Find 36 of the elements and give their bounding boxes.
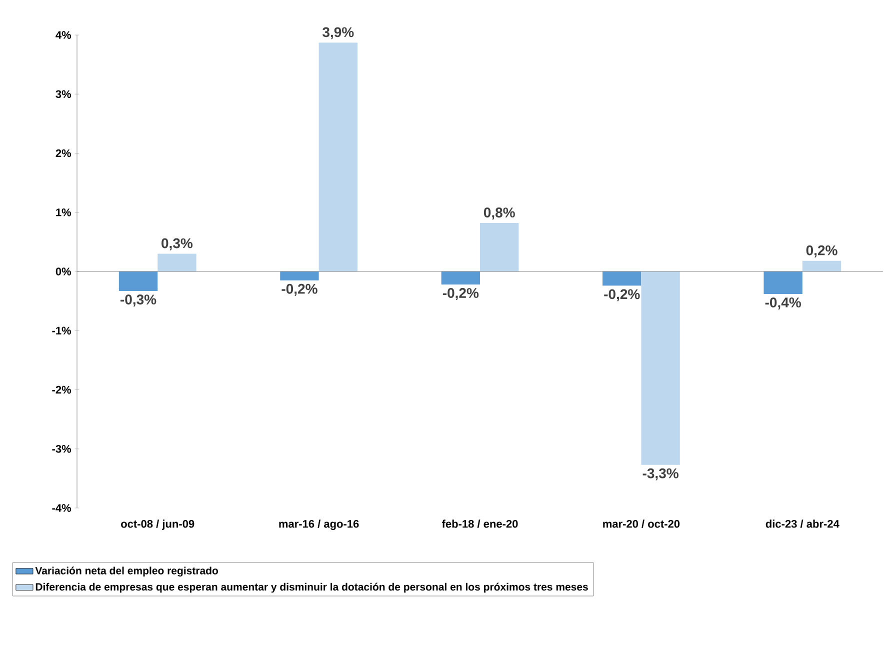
x-tick-label: mar-16 / ago-16 bbox=[279, 520, 359, 530]
y-tick-label: -3% bbox=[52, 444, 72, 453]
bar bbox=[764, 271, 802, 294]
data-label: -0,4% bbox=[765, 297, 801, 310]
legend-label: Diferencia de empresas que esperan aumentar y disminuir la dotación de personal en los próximos tres meses bbox=[36, 582, 588, 593]
y-tick-label: 4% bbox=[56, 31, 72, 39]
x-tick-label: feb-18 / ene-20 bbox=[442, 520, 518, 528]
data-label: 0,2% bbox=[806, 245, 838, 258]
x-tick-label: dic-23 / abr-24 bbox=[766, 520, 840, 528]
bar bbox=[641, 271, 680, 465]
data-label: 0,8% bbox=[484, 208, 515, 220]
bar bbox=[441, 271, 480, 285]
bar bbox=[318, 42, 358, 272]
y-tick-label: -4% bbox=[52, 504, 72, 512]
data-label: -0,3% bbox=[120, 294, 156, 306]
data-label: 3,9% bbox=[322, 27, 354, 40]
y-tick-label: -1% bbox=[52, 326, 72, 334]
y-tick-label: 1% bbox=[56, 208, 72, 216]
y-tick-label: 2% bbox=[56, 149, 72, 158]
bar bbox=[802, 260, 842, 272]
data-label: -0,2% bbox=[282, 284, 318, 296]
legend-label: Variación neta del empleo registrado bbox=[35, 566, 218, 577]
bar bbox=[158, 254, 196, 272]
data-label: -3,3% bbox=[642, 468, 678, 480]
y-tick-label: 3% bbox=[56, 90, 72, 98]
data-label: 0,3% bbox=[162, 238, 193, 250]
bar bbox=[602, 271, 642, 286]
bar bbox=[280, 271, 319, 280]
x-tick-label: mar-20 / oct-20 bbox=[603, 520, 680, 528]
data-label: -0,2% bbox=[442, 288, 479, 300]
x-tick-label: oct-08 / jun-09 bbox=[121, 520, 194, 530]
bar bbox=[118, 271, 158, 292]
y-tick-label: -2% bbox=[52, 386, 72, 394]
data-label: -0,2% bbox=[604, 289, 640, 302]
y-tick-label: 0% bbox=[56, 268, 72, 276]
bar bbox=[480, 223, 519, 272]
